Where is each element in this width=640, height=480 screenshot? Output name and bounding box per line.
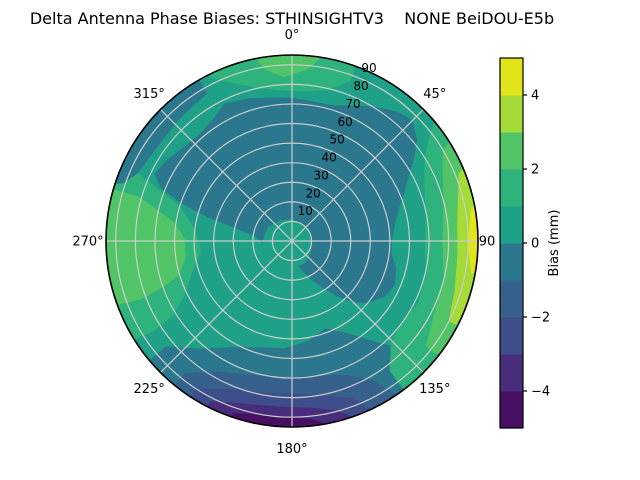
colorbar-band bbox=[500, 206, 523, 244]
polar-axes: 0° 45° 90 135° 180° 225° 270° 315° 10 20 30 40 50 60 7… bbox=[72, 28, 495, 457]
radial-tick-label: 70 bbox=[345, 97, 360, 111]
colorbar-band bbox=[500, 354, 523, 392]
radial-tick-label: 80 bbox=[353, 79, 368, 93]
angle-tick-label: 315° bbox=[134, 87, 165, 102]
radial-tick-label: 40 bbox=[321, 151, 336, 165]
colorbar-tick-label: 0 bbox=[531, 237, 539, 252]
angle-tick-label: 270° bbox=[72, 235, 103, 250]
colorbar-band bbox=[500, 317, 523, 355]
radial-tick-label: 60 bbox=[337, 115, 352, 129]
angle-tick-label: 0° bbox=[285, 28, 300, 43]
angle-tick-label: 90 bbox=[479, 235, 496, 250]
radial-tick-label: 10 bbox=[298, 204, 313, 218]
colorbar-tick-label: −2 bbox=[531, 311, 550, 326]
colorbar-band bbox=[500, 169, 523, 207]
colorbar: 4 2 0 −2 −4 bbox=[499, 57, 550, 429]
colorbar-band bbox=[500, 58, 523, 96]
angle-gridline bbox=[291, 109, 424, 242]
angle-tick-label: 135° bbox=[419, 382, 450, 397]
angle-gridline bbox=[160, 109, 293, 242]
colorbar-band bbox=[500, 132, 523, 170]
polar-gridlines bbox=[106, 55, 478, 427]
angle-tick-label: 180° bbox=[276, 442, 307, 457]
angle-gridline bbox=[291, 240, 424, 373]
colorbar-tick-label: −4 bbox=[531, 385, 550, 400]
radial-tick-label: 90 bbox=[361, 61, 376, 75]
colorbar-band bbox=[500, 243, 523, 281]
colorbar-band bbox=[500, 391, 523, 429]
colorbar-band bbox=[500, 95, 523, 133]
angle-tick-label: 225° bbox=[134, 382, 165, 397]
angle-gridline bbox=[160, 240, 293, 373]
colorbar-tick-label: 2 bbox=[531, 163, 539, 178]
angle-tick-label: 45° bbox=[423, 87, 446, 102]
radial-tick-label: 50 bbox=[329, 133, 344, 147]
radial-tick-label: 20 bbox=[306, 186, 321, 200]
polar-outline bbox=[105, 54, 479, 428]
colorbar-tick-label: 4 bbox=[531, 89, 539, 104]
radial-tick-label: 30 bbox=[314, 169, 329, 183]
chart-title: Delta Antenna Phase Biases: STHINSIGHTV3… bbox=[30, 9, 554, 28]
colorbar-band bbox=[500, 280, 523, 318]
colorbar-axis-label: Bias (mm) bbox=[547, 210, 562, 277]
